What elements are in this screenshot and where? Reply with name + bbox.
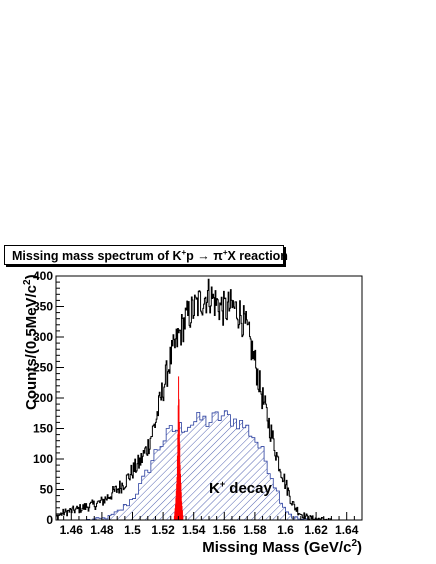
x-tick-label: 1.48 [90,523,114,537]
x-tick-label: 1.6 [277,523,294,537]
y-axis-label: Counts/(0.5MeV/c2) [22,274,40,410]
y-tick-label: 100 [33,452,53,466]
plot-area [56,278,362,521]
x-tick-label: 1.54 [182,523,206,537]
x-tick-label: 1.5 [124,523,141,537]
x-tick-label: 1.56 [213,523,237,537]
y-tick-label: 150 [33,422,53,436]
y-tick-label: 0 [46,513,53,527]
x-axis-label: Missing Mass (GeV/c2) [202,538,362,556]
x-tick-label: 1.64 [335,523,359,537]
x-tick-label: 1.46 [60,523,84,537]
series-total-spectrum [56,278,362,521]
kplus-decay-annotation: K+ decay [209,479,272,497]
y-tick-label: 350 [33,300,53,314]
chart-title: Missing mass spectrum of K+p → π+X react… [12,248,288,264]
series-kplus-decay [56,410,362,521]
y-tick-label: 300 [33,330,53,344]
series-signal-peak [173,376,184,521]
y-tick-label: 200 [33,391,53,405]
y-tick-label: 50 [40,483,54,497]
title-box: Missing mass spectrum of K+p → π+X react… [4,245,288,265]
axis-ticks: 1.46 1.48 1.5 1.52 1.54 1.56 1.58 1.6 1.62 1.64 0 5… [33,269,363,537]
x-tick-label: 1.62 [304,523,328,537]
x-tick-label: 1.52 [151,523,175,537]
x-tick-label: 1.58 [243,523,267,537]
y-tick-label: 250 [33,361,53,375]
y-tick-label: 400 [33,269,53,283]
